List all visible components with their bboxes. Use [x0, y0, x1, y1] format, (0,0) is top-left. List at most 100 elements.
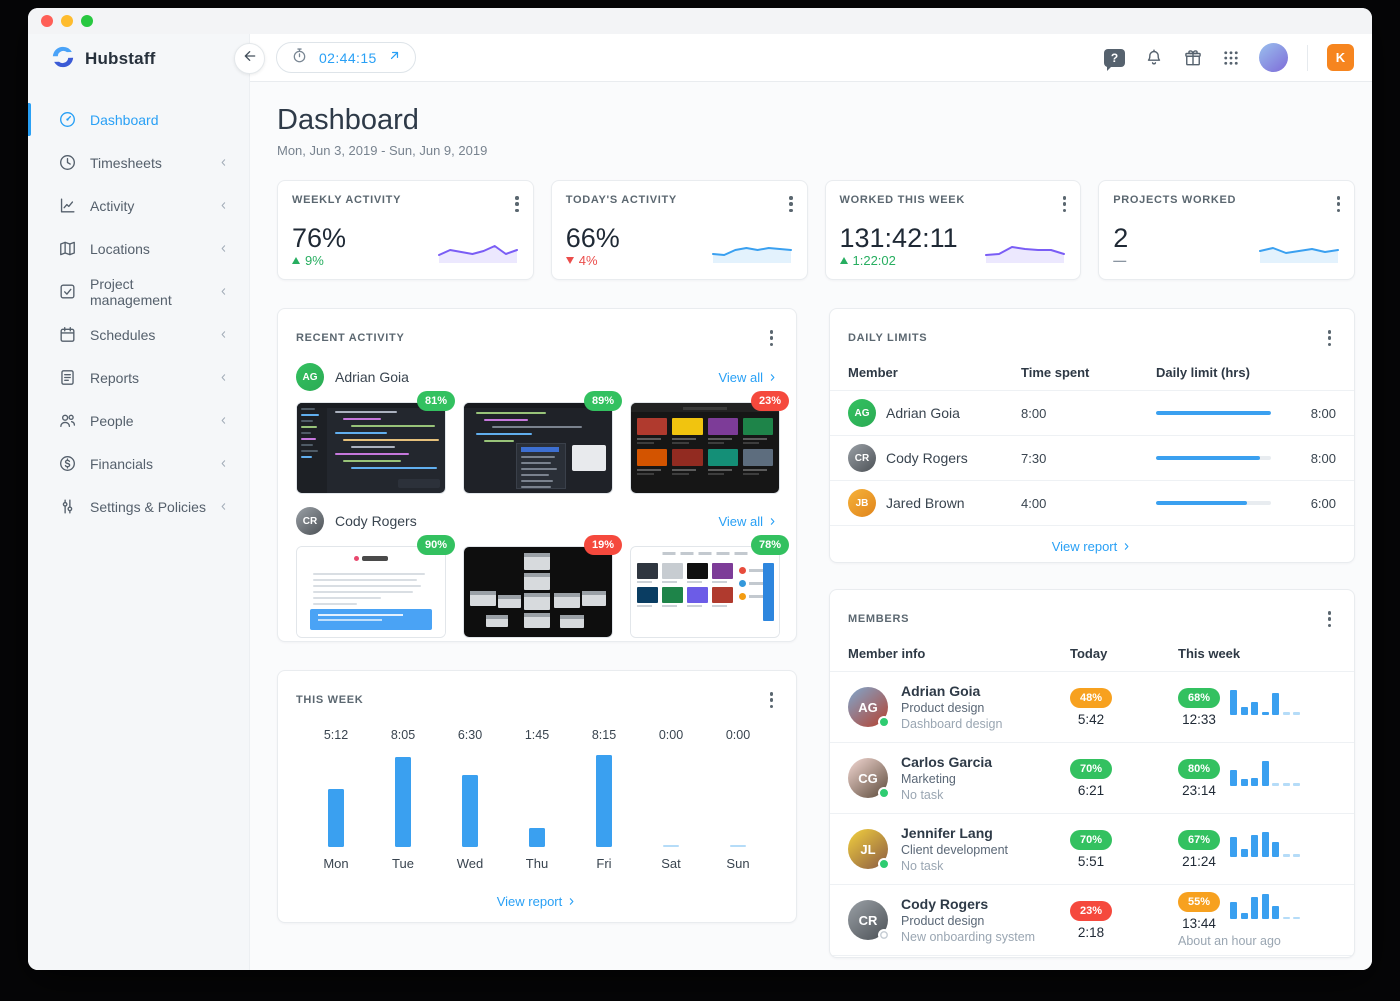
sidebar-item-label: Dashboard: [90, 111, 159, 128]
chart-bar[interactable]: [395, 756, 411, 848]
daily-limit-row[interactable]: JB Jared Brown 4:00 6:00: [830, 481, 1354, 527]
screenshot-thumbnail: [630, 546, 780, 639]
chevron-left-icon: [218, 200, 229, 211]
sidebar-item-label: Activity: [90, 197, 135, 214]
stat-title: WORKED THIS WEEK: [839, 194, 965, 206]
chart-bar[interactable]: [462, 774, 478, 848]
chevron-left-icon: [218, 501, 229, 512]
activity-percent-badge: 81%: [416, 391, 455, 412]
activity-screenshot[interactable]: 23%: [630, 391, 789, 495]
daily-limits-view-report-link[interactable]: View report: [1052, 539, 1133, 554]
brand[interactable]: Hubstaff: [28, 34, 249, 84]
activity-icon: [58, 196, 77, 215]
today-time: 2:18: [1077, 924, 1105, 940]
organization-button[interactable]: K: [1327, 44, 1354, 71]
bell-icon[interactable]: [1144, 48, 1164, 68]
stat-menu-button[interactable]: [1058, 192, 1072, 216]
column-header: Time spent: [1021, 365, 1090, 381]
activity-percent-badge: 90%: [416, 535, 455, 556]
daily-limits-card: DAILY LIMITS Member Time spent Daily limit…: [829, 308, 1355, 563]
activity-screenshot[interactable]: 90%: [296, 535, 455, 639]
app-body: Hubstaff Dashboard Timesheets Activity Loca…: [28, 34, 1372, 970]
sidebar-item-people[interactable]: People: [28, 399, 249, 442]
daily-limits-menu-button[interactable]: [1323, 326, 1337, 350]
member-row[interactable]: JL Jennifer Lang Client development No task…: [830, 814, 1354, 886]
chart-bar[interactable]: [596, 755, 612, 848]
view-all-link[interactable]: View all: [718, 514, 778, 529]
maximize-window-button[interactable]: [81, 15, 93, 27]
close-window-button[interactable]: [41, 15, 53, 27]
activity-percent-badge: 19%: [583, 535, 622, 556]
sidebar-item-financials[interactable]: Financials: [28, 442, 249, 485]
recent-activity-menu-button[interactable]: [765, 326, 779, 350]
today-time: 5:42: [1077, 711, 1105, 727]
this-week-view-report-link[interactable]: View report: [497, 894, 578, 909]
member-name: Carlos Garcia: [901, 754, 993, 771]
member-task: No task: [901, 788, 944, 803]
app-window: Hubstaff Dashboard Timesheets Activity Loca…: [28, 8, 1372, 970]
date-range[interactable]: Mon, Jun 3, 2019 - Sun, Jun 9, 2019: [277, 143, 488, 158]
sidebar-item-schedules[interactable]: Schedules: [28, 313, 249, 356]
minimize-window-button[interactable]: [61, 15, 73, 27]
online-status-icon: [878, 858, 890, 871]
today-cell: 70% 6:21: [1070, 758, 1178, 798]
help-icon[interactable]: ?: [1104, 48, 1125, 71]
member-row[interactable]: AG Adrian Goia Product design Dashboard des…: [830, 672, 1354, 744]
member-name: Cody Rogers: [886, 450, 968, 467]
active-indicator: [28, 146, 31, 179]
chart-bar[interactable]: [328, 789, 344, 848]
week-time: 23:14: [1182, 782, 1216, 798]
member-row[interactable]: CG Carlos Garcia Marketing No task 70% 6:21 …: [830, 743, 1354, 815]
gift-icon[interactable]: [1183, 48, 1203, 68]
sidebar-item-settings-policies[interactable]: Settings & Policies: [28, 485, 249, 528]
timer-widget[interactable]: 02:44:15: [276, 42, 416, 73]
dashboard-icon: [58, 110, 77, 129]
sidebar-item-activity[interactable]: Activity: [28, 184, 249, 227]
timesheets-icon: [58, 153, 77, 172]
recent-activity-groups: AG Adrian Goia View all 81% 89%: [278, 350, 796, 639]
chevron-left-icon: [218, 458, 229, 469]
view-report-label: View report: [496, 894, 563, 909]
activity-screenshot[interactable]: 81%: [296, 391, 455, 495]
stat-menu-button[interactable]: [784, 192, 798, 216]
sidebar-item-reports[interactable]: Reports: [28, 356, 249, 399]
this-week-menu-button[interactable]: [765, 688, 779, 712]
apps-grid-icon[interactable]: [1222, 49, 1240, 67]
daily-limit-row[interactable]: CR Cody Rogers 7:30 8:00: [830, 436, 1354, 482]
recent-activity-title: RECENT ACTIVITY: [296, 332, 405, 345]
sidebar-item-project-management[interactable]: Project management: [28, 270, 249, 313]
chart-column-mon: 5:12 Mon: [314, 728, 358, 881]
sidebar-item-timesheets[interactable]: Timesheets: [28, 141, 249, 184]
daily-limit-row[interactable]: AG Adrian Goia 8:00 8:00: [830, 391, 1354, 437]
right-column: DAILY LIMITS Member Time spent Daily limit…: [829, 308, 1355, 958]
members-menu-button[interactable]: [1323, 607, 1337, 631]
view-all-link[interactable]: View all: [718, 370, 778, 385]
active-indicator: [28, 232, 31, 265]
user-avatar[interactable]: [1259, 43, 1288, 72]
today-cell: 48% 5:42: [1070, 687, 1178, 727]
sidebar-item-dashboard[interactable]: Dashboard: [28, 98, 249, 141]
recent-activity-card: RECENT ACTIVITY AG Adrian Goia View all 81…: [277, 308, 797, 642]
week-percent-badge: 80%: [1178, 758, 1220, 779]
screenshot-thumbnail: [463, 546, 613, 639]
column-header: This week: [1178, 646, 1241, 662]
projects-icon: [58, 282, 77, 301]
axis-day-label: Sun: [726, 856, 750, 872]
activity-screenshot[interactable]: 78%: [630, 535, 789, 639]
financials-icon: [58, 454, 77, 473]
chevron-left-icon: [218, 243, 229, 254]
sidebar-item-label: Settings & Policies: [90, 498, 206, 515]
activity-screenshot[interactable]: 19%: [463, 535, 622, 639]
stat-menu-button[interactable]: [510, 192, 524, 216]
chevron-left-icon: [218, 286, 229, 297]
stat-delta: 1:22:02: [839, 253, 896, 268]
bar-value-label: 5:12: [323, 728, 349, 743]
activity-screenshot[interactable]: 89%: [463, 391, 622, 495]
stat-value: 2: [1113, 223, 1129, 254]
member-row[interactable]: CR Cody Rogers Product design New onboardin…: [830, 885, 1354, 957]
sidebar-item-locations[interactable]: Locations: [28, 227, 249, 270]
collapse-sidebar-button[interactable]: [234, 43, 265, 74]
chart-bar[interactable]: [529, 827, 545, 848]
online-status-icon: [878, 787, 890, 800]
stat-menu-button[interactable]: [1332, 192, 1346, 216]
